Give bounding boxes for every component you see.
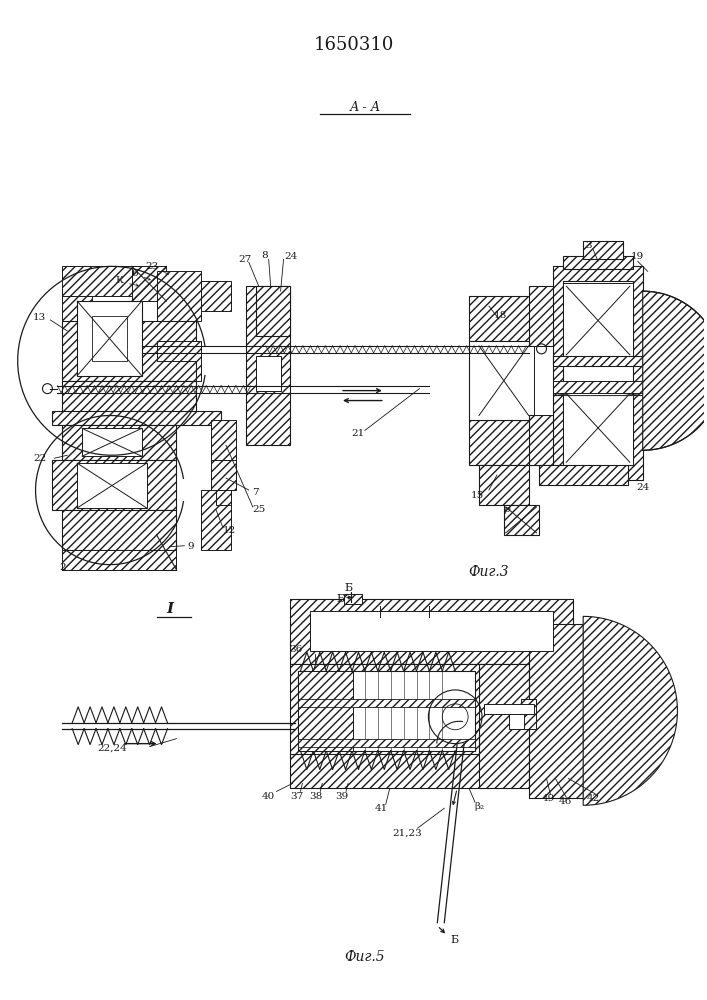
Polygon shape	[554, 356, 643, 366]
Text: 19: 19	[631, 252, 644, 261]
Text: 41: 41	[375, 804, 388, 813]
Bar	[504, 505, 539, 535]
Bar	[563, 283, 633, 358]
Bar	[246, 286, 291, 445]
Text: 24: 24	[636, 483, 649, 492]
Bar	[291, 664, 484, 759]
Text: 21: 21	[351, 429, 365, 438]
Bar	[554, 381, 643, 393]
Text: 39: 39	[335, 792, 349, 801]
Bar	[298, 671, 475, 751]
Text: 13: 13	[33, 313, 46, 322]
Text: Фиг.3: Фиг.3	[469, 565, 509, 579]
Bar	[211, 460, 236, 490]
Bar	[201, 490, 231, 550]
Polygon shape	[529, 415, 568, 465]
Text: Б: Б	[450, 935, 458, 945]
Text: 23: 23	[145, 262, 158, 271]
Text: Фиг.5: Фиг.5	[344, 950, 385, 964]
Bar	[509, 714, 524, 729]
Text: 38: 38	[310, 792, 323, 801]
Bar	[256, 286, 291, 336]
Polygon shape	[62, 266, 156, 296]
Polygon shape	[554, 386, 643, 396]
Bar	[92, 316, 127, 361]
Text: 7: 7	[252, 488, 259, 497]
Text: 42: 42	[587, 794, 600, 803]
Polygon shape	[469, 296, 539, 341]
Text: 2: 2	[59, 563, 66, 572]
Text: Б: Б	[336, 594, 344, 604]
Polygon shape	[643, 291, 707, 450]
Text: 22,24: 22,24	[97, 744, 127, 753]
Text: 1650310: 1650310	[314, 36, 395, 54]
Text: β₂: β₂	[474, 802, 484, 811]
Bar	[479, 465, 529, 505]
Bar	[216, 490, 231, 505]
Polygon shape	[563, 256, 633, 269]
Text: 12: 12	[223, 526, 235, 535]
Bar	[82, 428, 141, 456]
Bar	[256, 356, 281, 391]
Bar	[479, 664, 529, 788]
Bar	[132, 266, 166, 301]
Bar	[583, 241, 623, 259]
Bar	[563, 281, 633, 465]
Text: 9: 9	[187, 542, 194, 551]
Bar	[298, 671, 353, 751]
Bar	[298, 699, 475, 707]
Bar	[298, 739, 475, 747]
Polygon shape	[201, 281, 231, 311]
Polygon shape	[52, 410, 221, 425]
Polygon shape	[62, 510, 177, 550]
Polygon shape	[554, 266, 643, 480]
Text: 37: 37	[290, 792, 303, 801]
Polygon shape	[62, 425, 177, 460]
Text: Б: Б	[344, 583, 352, 593]
Polygon shape	[62, 381, 197, 415]
Polygon shape	[156, 271, 201, 321]
Text: 15: 15	[470, 491, 484, 500]
Bar	[77, 463, 146, 508]
Text: p: p	[503, 505, 510, 514]
Text: 25: 25	[252, 505, 265, 514]
Bar	[469, 341, 539, 420]
Bar	[534, 346, 563, 415]
Bar	[291, 599, 573, 664]
Text: 3: 3	[585, 241, 592, 250]
Polygon shape	[52, 460, 177, 510]
Text: 49: 49	[542, 794, 555, 803]
Bar	[310, 611, 554, 651]
Bar	[344, 594, 362, 604]
Text: А - А: А - А	[349, 101, 380, 114]
Text: 27: 27	[238, 255, 252, 264]
Bar	[520, 699, 536, 729]
Bar	[539, 465, 628, 485]
Bar	[529, 624, 583, 798]
Polygon shape	[62, 296, 92, 321]
Bar	[563, 391, 633, 465]
Text: I: I	[166, 602, 173, 616]
Text: 24: 24	[284, 252, 297, 261]
Bar	[77, 301, 141, 376]
Polygon shape	[583, 616, 677, 805]
Polygon shape	[62, 321, 197, 381]
Text: 6: 6	[132, 269, 138, 278]
Text: 21,23: 21,23	[392, 829, 423, 838]
Polygon shape	[529, 286, 568, 346]
Polygon shape	[156, 341, 201, 381]
Text: 36: 36	[289, 645, 302, 654]
Text: 8: 8	[262, 251, 268, 260]
Polygon shape	[62, 550, 177, 570]
Text: К: К	[116, 276, 124, 285]
Polygon shape	[469, 420, 539, 465]
Text: 18: 18	[494, 311, 508, 320]
Bar	[211, 420, 236, 460]
Text: 22: 22	[33, 454, 46, 463]
Bar	[291, 754, 484, 788]
Text: 40: 40	[262, 792, 275, 801]
Bar	[484, 704, 534, 714]
Text: 46: 46	[559, 797, 572, 806]
